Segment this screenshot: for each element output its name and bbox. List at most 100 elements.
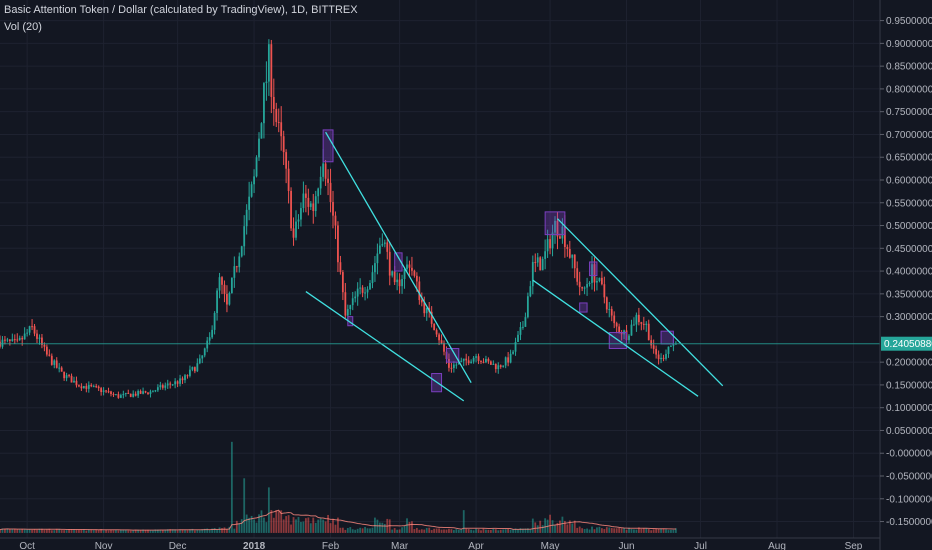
volume-indicator-label[interactable]: Vol (20): [4, 21, 42, 33]
candle-body: [539, 257, 542, 271]
candle-body: [142, 391, 144, 394]
candle-body: [58, 367, 61, 369]
candle-body: [176, 381, 179, 384]
volume-bar: [423, 529, 426, 533]
candle-body: [48, 354, 51, 356]
candle-body: [255, 157, 258, 177]
volume-bar: [13, 528, 16, 533]
volume-bar: [603, 529, 606, 533]
volume-bar: [351, 529, 354, 533]
volume-bar: [549, 514, 551, 533]
volume-bar: [110, 530, 112, 533]
volume-bar: [438, 528, 440, 533]
volume-bar: [255, 522, 258, 533]
volume-bar: [489, 529, 492, 533]
candle-body: [43, 344, 46, 347]
candle-body: [529, 286, 532, 297]
candle-body: [245, 209, 248, 227]
volume-bar: [134, 530, 137, 533]
candle-body: [645, 323, 648, 325]
candle-body: [248, 196, 251, 210]
time-axis[interactable]: Oct Nov Dec 2018 Feb Mar Apr May Jun Jul Aug Sep: [19, 541, 862, 550]
candle-body: [344, 292, 347, 316]
volume-bar: [507, 528, 510, 533]
candle-body: [388, 251, 391, 276]
candle-body: [630, 324, 633, 336]
chart-grid: [0, 0, 880, 538]
candle-body: [423, 302, 426, 314]
volume-bar: [78, 529, 80, 533]
candle-body: [260, 123, 263, 139]
highlight-box: [394, 252, 403, 272]
candle-body: [211, 329, 214, 338]
candle-body: [13, 339, 16, 341]
candle-body: [179, 378, 181, 384]
volume-bar: [430, 530, 433, 533]
volume-bar: [324, 521, 327, 533]
volume-bar: [642, 528, 645, 533]
candle-body: [1, 339, 4, 347]
volume-bar: [620, 528, 623, 533]
candle-body: [524, 317, 527, 327]
volume-bar: [18, 529, 21, 533]
candle-body: [566, 247, 569, 249]
volume-bar: [623, 528, 625, 533]
candle-body: [265, 81, 268, 84]
volume-bar: [524, 528, 527, 533]
candle-body: [267, 44, 270, 82]
volume-bar: [571, 523, 574, 533]
candle-body: [240, 246, 243, 257]
highlight-box: [544, 211, 566, 236]
volume-bar: [11, 529, 14, 533]
volume-bar: [295, 519, 297, 533]
candle-body: [63, 371, 66, 379]
volume-bar: [179, 529, 181, 533]
volume-bar: [304, 518, 307, 533]
candle-body: [137, 390, 140, 396]
volume-bar: [139, 530, 142, 533]
candle-body: [618, 326, 621, 333]
volume-bar: [196, 530, 199, 533]
volume-bar: [534, 522, 537, 533]
volume-bar: [302, 521, 305, 533]
candle-body: [290, 190, 292, 229]
candle-body: [378, 245, 381, 254]
candle-body: [499, 365, 502, 367]
volume-bar: [640, 528, 643, 533]
candle-body: [561, 226, 564, 239]
price-tick-label: -0.00000000: [886, 449, 932, 460]
volume-bar: [586, 528, 588, 533]
volume-bar: [369, 528, 371, 533]
highlight-box: [660, 330, 674, 345]
candle-body: [361, 287, 364, 293]
candle-body: [497, 365, 500, 370]
volume-bar: [536, 525, 539, 533]
candle-body: [105, 390, 107, 392]
volume-bar: [265, 522, 268, 533]
candle-body: [223, 284, 226, 294]
volume-bar: [292, 517, 295, 533]
candle-body: [159, 385, 162, 388]
volume-bar: [541, 525, 544, 533]
volume-bar: [60, 530, 63, 533]
candle-body: [413, 270, 416, 276]
candle-body: [154, 390, 157, 392]
volume-bar: [443, 529, 445, 533]
volume-bar: [226, 529, 228, 533]
candle-body: [583, 287, 586, 289]
candle-body: [369, 283, 371, 290]
candle-body: [329, 182, 332, 203]
candle-body: [324, 163, 327, 179]
volume-bar: [112, 530, 115, 533]
volume-bar: [398, 529, 401, 533]
candle-body: [415, 275, 418, 282]
volume-bar: [361, 528, 364, 533]
candle-body: [534, 261, 537, 263]
